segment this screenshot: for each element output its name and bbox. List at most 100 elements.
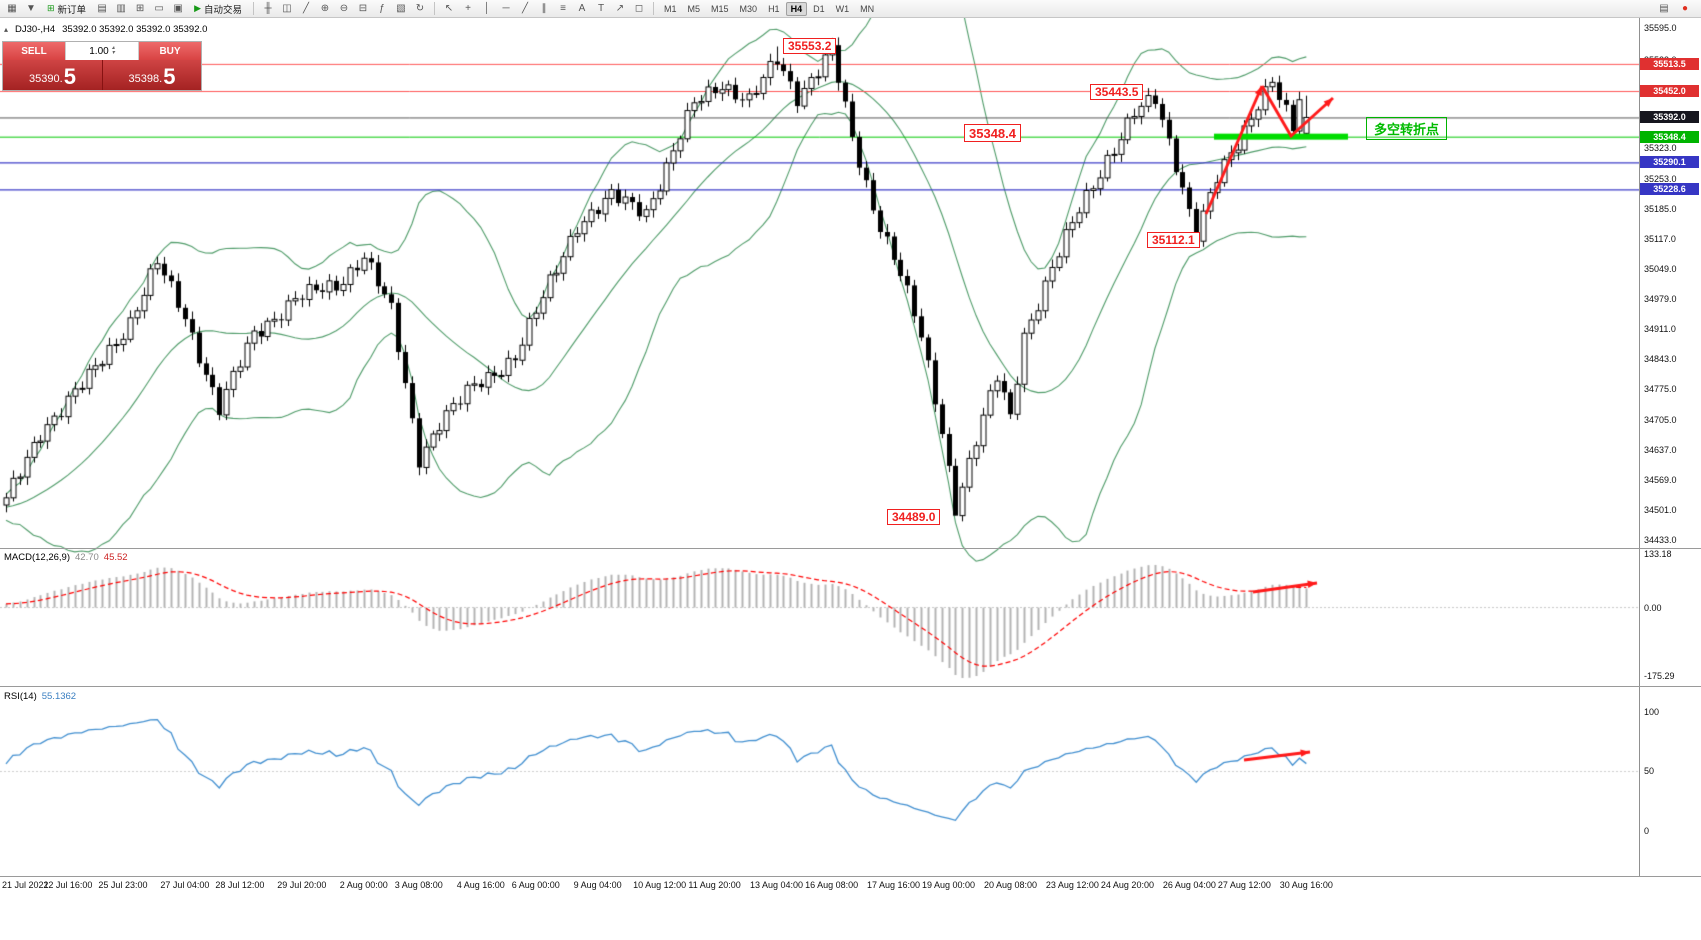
zoom-out-icon[interactable]: ⊖: [339, 3, 349, 14]
new-order-button[interactable]: ⊞ 新订单: [41, 1, 92, 16]
timeframe-mn-button[interactable]: MN: [860, 3, 875, 14]
toolbar-right-group: ▤ ●: [1655, 1, 1698, 16]
pane-separator[interactable]: [0, 686, 1701, 687]
pane-separator[interactable]: [0, 876, 1701, 877]
cursor-icon[interactable]: ↖: [444, 3, 454, 14]
spin-up-icon[interactable]: ▴: [111, 45, 115, 51]
timeframe-w1-button[interactable]: W1: [835, 3, 850, 14]
autotrading-label: 自动交易: [203, 4, 242, 16]
trendline-icon[interactable]: ╱: [521, 3, 529, 14]
autotrading-button[interactable]: ▶ 自动交易: [188, 1, 248, 16]
bar-chart-icon[interactable]: ╫: [264, 3, 272, 14]
buy-button[interactable]: BUY: [139, 42, 201, 60]
sell-price-button[interactable]: 35390. 5: [3, 60, 102, 90]
volume-value: 1.00: [89, 45, 109, 57]
time-axis-label: 19 Aug 00:00: [922, 880, 976, 890]
volume-input[interactable]: 1.00 ▴ ▾: [65, 42, 139, 60]
zoom-in-icon[interactable]: ⊕: [320, 3, 330, 14]
timeframe-h1-button[interactable]: H1: [768, 3, 780, 14]
horizontal-line-icon[interactable]: ─: [502, 3, 510, 14]
rsi-value: 55.1362: [41, 691, 77, 702]
price-tick: 35049.0: [1644, 263, 1677, 274]
market-watch-icon[interactable]: ▤: [97, 3, 107, 14]
price-tag-annotation[interactable]: 35553.2: [783, 38, 837, 54]
data-window-icon[interactable]: ▥: [116, 3, 126, 14]
timeframe-h4-button[interactable]: H4: [785, 1, 808, 16]
price-badge: 35392.0: [1640, 111, 1699, 124]
text-label-icon[interactable]: T: [597, 3, 605, 14]
timeframe-d1-button[interactable]: D1: [813, 3, 825, 14]
price-tick: 34843.0: [1644, 354, 1677, 365]
channel-icon[interactable]: ∥: [541, 3, 547, 14]
shapes-icon[interactable]: ◻: [634, 3, 644, 14]
price-tick: 34433.0: [1644, 535, 1677, 545]
time-axis-label: 20 Aug 08:00: [983, 880, 1037, 890]
price-tag-annotation[interactable]: 34489.0: [887, 509, 941, 525]
time-axis-label: 27 Jul 04:00: [160, 880, 210, 890]
time-axis-label: 22 Jul 16:00: [43, 880, 93, 890]
price-tag-annotation[interactable]: 35112.1: [1147, 232, 1200, 248]
price-tick: 34979.0: [1644, 294, 1677, 305]
macd-axis-max: 133.18: [1644, 549, 1672, 559]
one-click-toggle-icon[interactable]: ▴: [4, 25, 9, 34]
price-axis[interactable]: 35595.035523.035323.035253.035185.035117…: [1640, 18, 1701, 877]
buy-price-big-digit: 5: [163, 64, 176, 89]
price-tag-annotation[interactable]: 35348.4: [964, 124, 1021, 142]
time-axis-label: 4 Aug 16:00: [456, 880, 505, 890]
sell-button[interactable]: SELL: [3, 42, 65, 60]
macd-axis-zero: 0.00: [1644, 602, 1662, 613]
time-axis-label: 26 Aug 04:00: [1162, 880, 1216, 890]
tile-windows-icon[interactable]: ⊟: [358, 3, 368, 14]
vertical-line-icon[interactable]: │: [483, 3, 491, 14]
chart-canvas[interactable]: [0, 18, 1639, 877]
rsi-label: RSI(14): [4, 691, 37, 702]
one-click-trading-panel: SELL 1.00 ▴ ▾ BUY 35390. 5 35398. 5: [2, 41, 202, 91]
pane-separator[interactable]: [0, 548, 1701, 549]
text-icon[interactable]: A: [578, 3, 586, 14]
toolbar: ▦ ▼ ⊞ 新订单 ▤ ▥ ⊞ ▭ ▣ ▶ 自动交易 ╫ ◫ ╱ ⊕ ⊖ ⊟ ƒ ▧ ↻ ↖ + │ ─ ╱ ∥ ≡ A…: [0, 0, 1701, 18]
rsi-axis-0: 0: [1644, 826, 1650, 836]
price-tick: 34501.0: [1644, 505, 1677, 516]
ohlc-values: 35392.0 35392.0 35392.0 35392.0: [62, 24, 208, 35]
line-chart-icon[interactable]: ╱: [302, 3, 310, 14]
candlestick-chart-icon[interactable]: ◫: [282, 3, 292, 14]
fibonacci-icon[interactable]: ≡: [560, 3, 566, 14]
timeframe-m1-button[interactable]: M1: [664, 3, 677, 14]
new-order-label: 新订单: [57, 4, 87, 16]
volume-spinner[interactable]: ▴ ▾: [111, 45, 115, 56]
refresh-icon[interactable]: ↻: [415, 3, 425, 14]
new-chart-icon[interactable]: ▦: [7, 3, 17, 14]
spin-down-icon[interactable]: ▾: [111, 50, 115, 56]
draw-icon-group: ↖ + │ ─ ╱ ∥ ≡ A T ↗ ◻: [440, 1, 648, 16]
timeframe-m15-button[interactable]: M15: [711, 3, 729, 14]
buy-price-small: 35398.: [128, 73, 163, 85]
time-axis-label: 25 Jul 23:00: [98, 880, 148, 890]
price-tick: 34705.0: [1644, 415, 1677, 426]
timeframe-m30-button[interactable]: M30: [739, 3, 758, 14]
strategy-tester-icon[interactable]: ▣: [173, 3, 183, 14]
toolbar-separator: [434, 2, 435, 15]
timeframe-m5-button[interactable]: M5: [687, 3, 701, 14]
symbol-period-label: DJ30-,H4: [15, 24, 56, 35]
price-tick: 35185.0: [1644, 203, 1677, 214]
price-tag-annotation[interactable]: 35443.5: [1090, 84, 1144, 100]
terminal-icon[interactable]: ▭: [154, 3, 164, 14]
price-badge: 35290.1: [1640, 156, 1699, 169]
crosshair-icon[interactable]: +: [465, 3, 471, 14]
chart-profiles-icon[interactable]: ▼: [26, 3, 36, 14]
pivot-annotation[interactable]: 多空转折点: [1366, 117, 1448, 140]
arrow-tool-icon[interactable]: ↗: [615, 3, 625, 14]
price-tick: 34911.0: [1644, 324, 1676, 335]
alerts-icon[interactable]: ▤: [1659, 3, 1669, 14]
time-axis-label: 6 Aug 00:00: [511, 880, 560, 890]
rsi-axis-50: 50: [1644, 766, 1655, 776]
buy-price-button[interactable]: 35398. 5: [102, 60, 201, 90]
time-axis[interactable]: 21 Jul 2021 22 Jul 16:00 25 Jul 23:00 27 Ju…: [0, 879, 1701, 897]
macd-indicator-header: MACD(12,26,9) 42.70 45.52: [4, 552, 128, 563]
notification-badge[interactable]: ●: [1681, 3, 1689, 14]
toolbar-separator: [653, 2, 654, 15]
indicators-icon[interactable]: ƒ: [379, 3, 385, 14]
navigator-icon[interactable]: ⊞: [135, 3, 145, 14]
workspace-icon-group: ▤ ▥ ⊞ ▭ ▣: [93, 1, 187, 16]
templates-icon[interactable]: ▧: [396, 3, 406, 14]
